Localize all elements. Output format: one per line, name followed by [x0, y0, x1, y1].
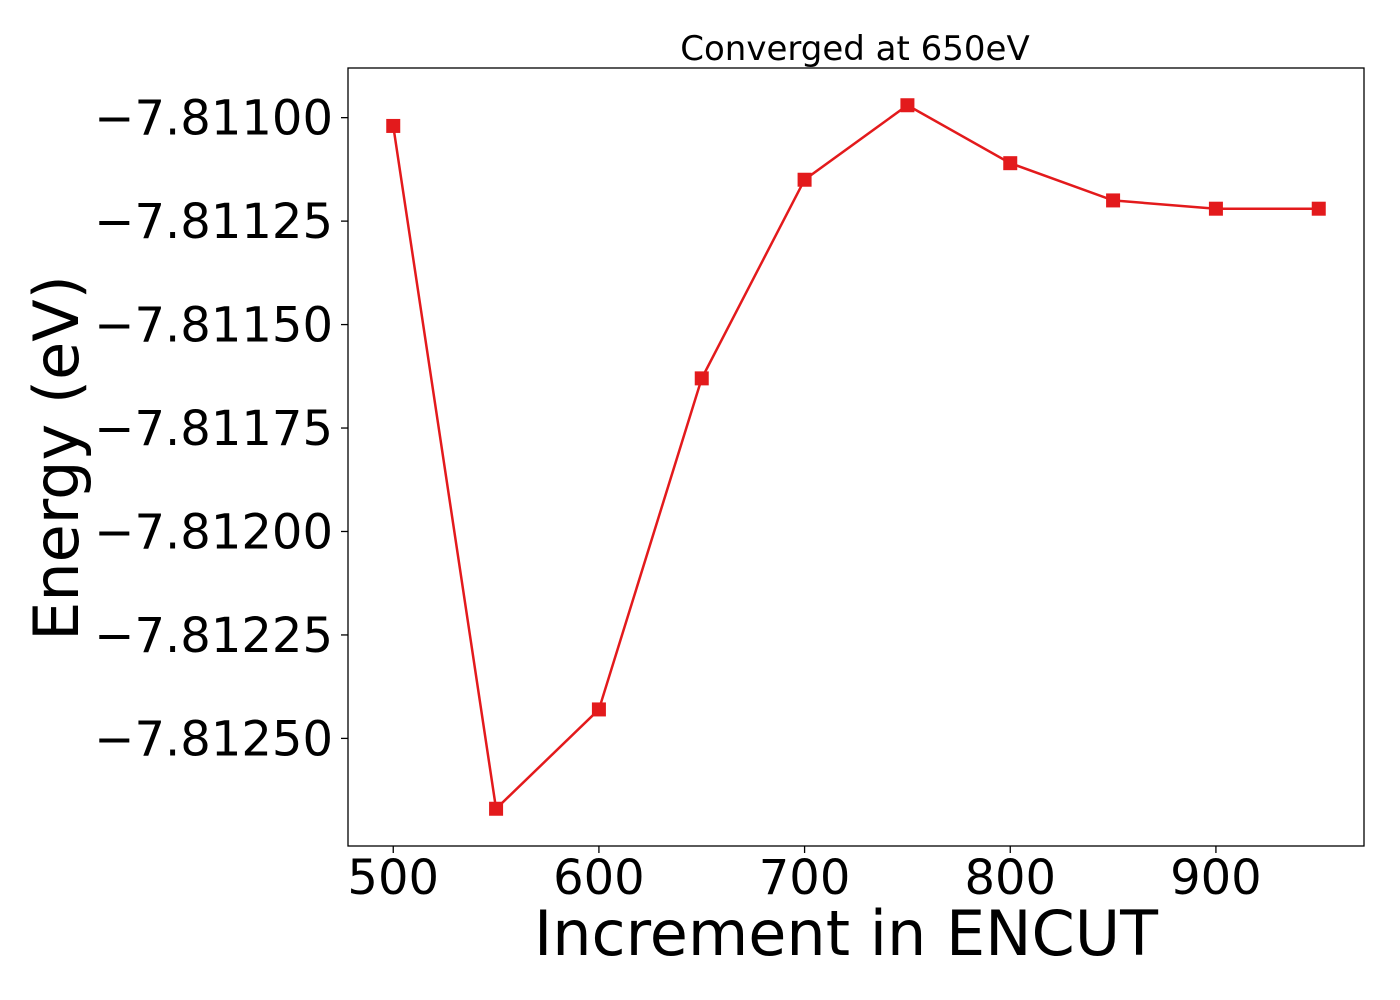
data-point [900, 98, 915, 113]
y-tick-label: −7.81100 [94, 91, 333, 147]
data-point [591, 702, 606, 717]
x-tick-label: 900 [1170, 850, 1262, 906]
y-tick-label: −7.81150 [94, 298, 333, 354]
x-tick-label: 700 [759, 850, 851, 906]
data-point [694, 371, 709, 386]
y-axis-label: Energy (eV) [20, 275, 93, 641]
x-tick-label: 500 [347, 850, 439, 906]
data-point [797, 172, 812, 187]
x-tick-label: 800 [964, 850, 1056, 906]
data-point [1106, 193, 1121, 208]
x-axis-label: Increment in ENCUT [534, 897, 1159, 970]
y-tick-label: −7.81175 [94, 401, 333, 457]
data-point [489, 801, 504, 816]
series-line [392, 103, 1319, 812]
x-tick-label: 600 [553, 850, 645, 906]
data-point [1311, 201, 1326, 216]
y-tick-label: −7.81125 [94, 194, 333, 250]
data-point [386, 118, 401, 133]
x-axis-ticks: 500 600 700 800 900 [347, 846, 1262, 906]
chart-title: Converged at 650eV [680, 29, 1029, 69]
y-tick-label: −7.81225 [94, 608, 333, 664]
data-point [1003, 156, 1018, 171]
plot-frame [347, 67, 1365, 847]
data-point [1208, 201, 1223, 216]
y-tick-label: −7.81250 [94, 711, 333, 767]
y-axis-ticks: −7.81100 −7.81125 −7.81150 −7.81175 −7.81200… [94, 91, 348, 767]
series-markers [386, 98, 1326, 816]
y-tick-label: −7.81200 [94, 504, 333, 560]
